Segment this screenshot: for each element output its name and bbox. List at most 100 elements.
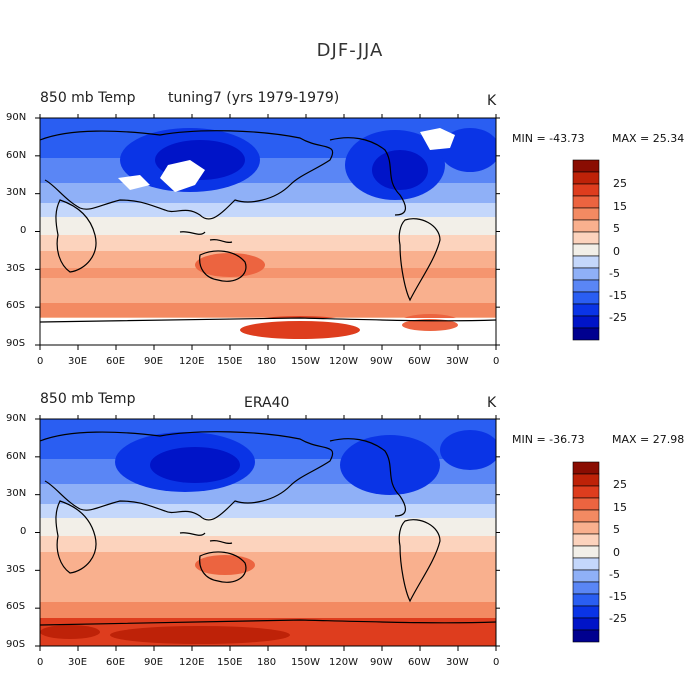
panel2-colorbar-label: -15 [609,590,627,603]
colorbar-swatch [572,593,600,607]
colorbar-swatch [572,159,600,173]
panel1-colorbar-label: -25 [609,311,627,324]
colorbar-swatch [572,195,600,209]
panel1-xtick: 60W [408,356,431,367]
colorbar-swatch [572,581,600,595]
panel2-ytick: 30N [6,488,27,499]
panel2-axis-ticks [35,415,500,651]
colorbar-swatch [572,231,600,245]
panel1-ytick: 90S [6,338,26,349]
panel1-xtick: 120E [179,356,205,367]
panel2-colorbar-label: 15 [613,501,627,514]
colorbar-swatch [572,545,600,559]
panel2-colorbar [572,461,600,643]
panel1-case: tuning7 (yrs 1979-1979) [168,90,340,106]
panel2-xtick: 120E [179,657,205,668]
colorbar-swatch [572,243,600,257]
panel1-colorbar-label: -5 [609,267,620,280]
panel1-variable: 850 mb Temp [40,90,136,106]
figure-title: DJF-JJA [316,40,384,61]
panel2-colorbar-label: -5 [609,568,620,581]
panel2-ytick: 60N [6,451,27,462]
panel2-xtick: 150W [291,657,320,668]
panel2-ytick: 60S [6,601,26,612]
panel2-xtick: 0 [37,657,44,668]
colorbar-swatch [572,291,600,305]
panel2-case: ERA40 [244,395,290,411]
colorbar-swatch [572,569,600,583]
colorbar-swatch [572,267,600,281]
panel1-xtick: 120W [329,356,358,367]
panel1-ytick: 30S [6,263,26,274]
colorbar-swatch [572,605,600,619]
colorbar-swatch [572,171,600,185]
colorbar-swatch [572,629,600,643]
colorbar-swatch [572,315,600,329]
panel2-xtick: 150E [217,657,243,668]
panel1-map [35,114,600,350]
panel2-colorbar-label: 5 [613,523,620,536]
colorbar-swatch [572,557,600,571]
panel1-xtick: 0 [37,356,44,367]
colorbar-swatch [572,255,600,269]
colorbar-swatch [572,497,600,511]
panel2-xtick: 60E [106,657,126,668]
panel2-ytick: 90N [6,413,27,424]
panel1-ytick: 60S [6,300,26,311]
panel1-colorbar-label: 0 [613,245,620,258]
panel1-min: MIN = -43.73 [512,132,585,145]
panel2-xtick: 90E [144,657,164,668]
panel2-units: K [487,395,497,411]
panel1-colorbar-label: 25 [613,177,627,190]
panel1-max: MAX = 25.34 [612,132,685,145]
panel2-xtick: 60W [408,657,431,668]
panel2-min: MIN = -36.73 [512,433,585,446]
colorbar-swatch [572,521,600,535]
panel1-xtick: 30W [446,356,469,367]
panel1-ytick: 60N [6,150,27,161]
panel1-xtick: 0 [493,356,500,367]
colorbar-swatch [572,509,600,523]
panel2-max: MAX = 27.98 [612,433,685,446]
panel1-xtick: 150E [217,356,243,367]
panel1-xtick: 150W [291,356,320,367]
panel2-ytick: 30S [6,564,26,575]
panel2-xtick: 0 [493,657,500,668]
panel2-xtick: 30E [68,657,88,668]
panel2-ytick: 90S [6,639,26,650]
panel1-colorbar-label: -15 [609,289,627,302]
panel2-ytick: 0 [20,526,27,537]
panel1-xtick: 90W [370,356,393,367]
colorbar-swatch [572,533,600,547]
panel2-temperature-field [40,419,496,646]
panel1-xtick: 60E [106,356,126,367]
panel1-colorbar [572,159,600,341]
panel2-xtick: 30W [446,657,469,668]
colorbar-swatch [572,461,600,475]
panel1-ytick: 90N [6,112,27,123]
panel1-ytick: 0 [20,225,27,236]
panel1-xtick: 90E [144,356,164,367]
colorbar-swatch [572,327,600,341]
colorbar-swatch [572,279,600,293]
panel2-xtick: 180 [257,657,277,668]
panel2-map [35,415,600,651]
panel2-coastlines [40,431,496,626]
panel1-coastlines [40,130,496,323]
colorbar-swatch [572,183,600,197]
panel2-colorbar-label: 0 [613,546,620,559]
panel1-xtick: 30E [68,356,88,367]
panel1-temperature-field [40,118,496,345]
colorbar-swatch [572,485,600,499]
panel1-colorbar-label: 5 [613,222,620,235]
colorbar-swatch [572,303,600,317]
panel2-xtick: 90W [370,657,393,668]
panel2-colorbar-label: 25 [613,478,627,491]
panel1-colorbar-label: 15 [613,200,627,213]
panel1-units: K [487,93,497,109]
panel2-xtick: 120W [329,657,358,668]
colorbar-swatch [572,473,600,487]
colorbar-swatch [572,207,600,221]
panel1-ytick: 30N [6,187,27,198]
colorbar-swatch [572,219,600,233]
